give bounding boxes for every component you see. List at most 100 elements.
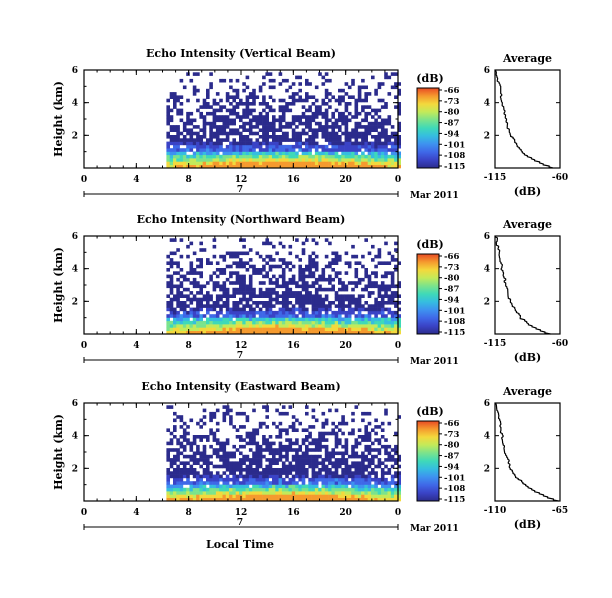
- heatmap-cell: [235, 274, 240, 279]
- heatmap-cell: [354, 98, 359, 103]
- heatmap-cell: [255, 268, 260, 272]
- heatmap-cell: [225, 451, 230, 456]
- heatmap-cell: [321, 327, 326, 331]
- heatmap-cell: [252, 95, 256, 99]
- heatmap-cell: [298, 258, 302, 262]
- heatmap-cell: [354, 307, 359, 312]
- heatmap-cell: [229, 451, 233, 456]
- x-tick-label: 20: [339, 175, 352, 185]
- heatmap-cells: [166, 72, 401, 169]
- heatmap-cell: [242, 281, 246, 285]
- heatmap-cell: [371, 461, 375, 465]
- heatmap-cell: [209, 484, 213, 489]
- heatmap-cell: [192, 277, 197, 282]
- heatmap-cell: [305, 125, 309, 129]
- heatmap-cell: [219, 144, 223, 149]
- heatmap-cell: [324, 238, 329, 242]
- colorbar-unit: (dB): [416, 238, 443, 251]
- heatmap-cell: [252, 151, 256, 156]
- heatmap-cell: [374, 161, 378, 165]
- heatmap-cell: [305, 314, 309, 318]
- heatmap-cell: [212, 141, 217, 146]
- x-tick-label: 8: [186, 175, 192, 185]
- heatmap-cell: [351, 115, 355, 119]
- heatmap-cell: [225, 98, 230, 103]
- heatmap-cell: [344, 487, 349, 492]
- heatmap-cell: [334, 468, 339, 472]
- heatmap-cell: [338, 330, 342, 335]
- heatmap-cell: [318, 151, 322, 156]
- heatmap-cell: [258, 85, 263, 90]
- heatmap-cell: [173, 238, 177, 242]
- heatmap-cell: [268, 135, 273, 139]
- heatmap-cell: [301, 121, 306, 126]
- heatmap-cell: [219, 497, 223, 502]
- heatmap-cell: [176, 327, 180, 331]
- heatmap-cell: [341, 131, 345, 136]
- heatmap-cell: [202, 144, 207, 149]
- heatmap-cell: [239, 148, 243, 152]
- heatmap-cell: [199, 148, 203, 152]
- heatmap-cell: [351, 330, 355, 335]
- heatmap-cell: [334, 444, 339, 449]
- heatmap-cell: [252, 291, 256, 295]
- heatmap-cell: [308, 135, 312, 139]
- heatmap-cell: [235, 481, 240, 485]
- heatmap-cell: [182, 304, 187, 308]
- heatmap-cell: [351, 307, 355, 312]
- heatmap-cell: [239, 251, 243, 256]
- heatmap-cell: [275, 277, 279, 282]
- heatmap-cell: [390, 154, 395, 159]
- heatmap-cell: [196, 158, 200, 162]
- heatmap-cell: [209, 307, 213, 312]
- heatmap-cell: [199, 438, 203, 442]
- heatmap-cell: [341, 487, 345, 492]
- heatmap-cell: [384, 320, 388, 325]
- heatmap-cell: [288, 461, 293, 465]
- heatmap-cell: [311, 271, 316, 275]
- heatmap-cell: [258, 287, 263, 292]
- heatmap-cell: [262, 468, 266, 472]
- heatmap-cell: [367, 310, 372, 315]
- heatmap-cell: [242, 121, 246, 126]
- heatmap-cell: [186, 131, 190, 136]
- heatmap-cell: [219, 458, 223, 462]
- heatmap-cell: [328, 131, 332, 136]
- heatmap-cell: [361, 144, 365, 149]
- heatmap-cell: [182, 307, 187, 312]
- heatmap-cell: [235, 158, 240, 162]
- colorbar-unit: (dB): [416, 72, 443, 85]
- heatmap-cell: [377, 317, 382, 322]
- heatmap-cell: [364, 274, 368, 279]
- heatmap-cell: [298, 497, 302, 502]
- heatmap-cell: [229, 491, 233, 495]
- average-profile-line: [495, 70, 554, 169]
- heatmap-cell: [364, 271, 368, 275]
- heatmap-cell: [229, 164, 233, 169]
- heatmap-cell: [272, 297, 276, 302]
- heatmap-cell: [344, 448, 349, 452]
- heatmap-cell: [324, 115, 329, 119]
- heatmap-cell: [354, 441, 359, 446]
- heatmap-cell: [242, 274, 246, 279]
- heatmap-cell: [199, 464, 203, 469]
- heatmap-cell: [255, 484, 260, 489]
- heatmap-cell: [298, 307, 302, 312]
- heatmap-cell: [278, 144, 283, 149]
- heatmap-cell: [212, 102, 217, 106]
- heatmap-cell: [331, 135, 335, 139]
- heatmap-cell: [215, 151, 220, 156]
- heatmap-cell: [245, 148, 250, 152]
- heatmap-cell: [196, 421, 200, 426]
- heatmap-cell: [215, 281, 220, 285]
- heatmap-cell: [344, 151, 349, 156]
- heatmap-cell: [351, 131, 355, 136]
- heatmap-cell: [314, 461, 319, 465]
- heatmap-cell: [262, 75, 266, 80]
- heatmap-cell: [242, 144, 246, 149]
- heatmap-cell: [387, 115, 392, 119]
- heatmap-cell: [354, 128, 359, 132]
- heatmap-cell: [219, 477, 223, 482]
- heatmap-cell: [338, 102, 342, 106]
- heatmap-cell: [202, 158, 207, 162]
